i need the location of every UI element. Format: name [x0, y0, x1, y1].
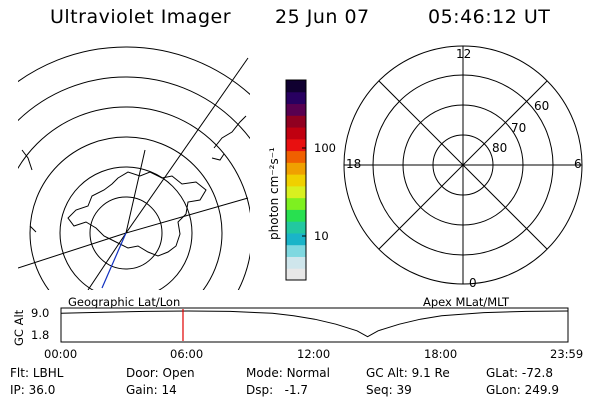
gcalt-label: GC Alt:: [366, 366, 408, 380]
xtick-label: 00:00: [44, 347, 78, 361]
glat-status: GLat: -72.8: [486, 366, 553, 380]
xtick-label: 18:00: [424, 347, 458, 361]
colorbar-segment: [286, 103, 306, 116]
mode-label: Mode:: [246, 366, 283, 380]
colorbar-unit-label: photon cm⁻²s⁻¹: [267, 147, 281, 240]
colorbar-segment: [286, 127, 306, 140]
glon-status: GLon: 249.9: [486, 383, 559, 397]
observation-date: 25 Jun 07: [275, 6, 370, 28]
filter-value: LBHL: [32, 366, 64, 380]
filter-status: Flt: LBHL: [10, 366, 63, 380]
coastline-fragment: [21, 149, 33, 171]
mlt-label-18: 18: [346, 157, 362, 171]
geo-lat-circle: [59, 166, 193, 290]
mlt-label-12: 12: [456, 47, 472, 61]
seq-status: Seq: 39: [366, 383, 412, 397]
colorbar-tick-100: 100: [314, 141, 336, 155]
ip-label: IP:: [10, 383, 25, 397]
glat-value: -72.8: [521, 366, 553, 380]
mode-status: Mode: Normal: [246, 366, 330, 380]
door-label: Door:: [126, 366, 159, 380]
door-status: Door: Open: [126, 366, 195, 380]
observation-time: 05:46:12 UT: [428, 6, 551, 28]
geo-meridian: [125, 57, 249, 234]
colorbar-segment: [286, 185, 306, 199]
ip-status: IP: 36.0: [10, 383, 55, 397]
coastline-antarctica: [67, 171, 207, 257]
colorbar-segment: [286, 150, 306, 163]
altitude-chart: [60, 307, 569, 343]
coastline-fragment: [213, 115, 247, 149]
colorbar-segment: [286, 209, 306, 222]
mlat-label-80: 80: [492, 141, 508, 155]
mlat-label-60: 60: [534, 99, 550, 113]
door-value: Open: [162, 366, 195, 380]
glon-label: GLon:: [486, 383, 521, 397]
mode-value: Normal: [286, 366, 330, 380]
gain-status: Gain: 14: [126, 383, 177, 397]
gcalt-value: 9.1 Re: [411, 366, 450, 380]
mlt-label-0: 0: [469, 276, 477, 290]
mlat-mlt-polar-grid: [343, 45, 583, 285]
altitude-ytick-bottom: 1.8: [31, 328, 50, 342]
geo-meridian: [18, 232, 127, 269]
geo-meridian: [125, 197, 249, 234]
colorbar-segment: [286, 174, 306, 187]
mlat-label-70: 70: [511, 121, 527, 135]
glon-value: 249.9: [524, 383, 559, 397]
geo-lat-circle: [18, 106, 250, 290]
xtick-label: 23:59: [550, 347, 584, 361]
colorbar: [285, 79, 307, 281]
gain-label: Gain:: [126, 383, 158, 397]
instrument-title: Ultraviolet Imager: [50, 6, 232, 28]
xtick-label: 12:00: [297, 347, 331, 361]
altitude-ytick-top: 9.0: [31, 306, 50, 320]
altitude-chart-frame: [60, 307, 569, 343]
dsp-label: Dsp:: [246, 383, 274, 397]
geo-meridian: [125, 149, 146, 234]
gain-value: 14: [161, 383, 177, 397]
colorbar-segment: [286, 197, 306, 210]
colorbar-tick-10: 10: [314, 229, 329, 243]
altitude-axis-label: GC Alt: [12, 309, 26, 346]
colorbar-segment: [286, 91, 306, 105]
colorbar-segment: [286, 221, 306, 234]
colorbar-segment: [286, 115, 306, 128]
filter-label: Flt:: [10, 366, 29, 380]
colorbar-segment: [286, 244, 306, 257]
geo-lat-circle: [18, 76, 250, 140]
geo-meridian: [87, 232, 127, 290]
dsp-status: Dsp: -1.7: [246, 383, 308, 397]
colorbar-segment: [286, 268, 306, 281]
apex-panel-label: Apex MLat/MLT: [423, 295, 510, 309]
altitude-series-line: [60, 310, 569, 338]
geo-lat-circle: [89, 196, 163, 270]
colorbar-segment: [286, 138, 306, 152]
satellite-track-line: [101, 232, 127, 289]
colorbar-segment: [286, 162, 306, 175]
geo-lat-circle: [29, 136, 223, 290]
dsp-value: -1.7: [284, 383, 309, 397]
colorbar-segment: [286, 256, 306, 269]
coastline-fragment: [211, 153, 225, 161]
ip-value: 36.0: [28, 383, 56, 397]
geographic-panel-label: Geographic Lat/Lon: [68, 295, 181, 309]
geo-lat-circle: [18, 46, 250, 96]
colorbar-segment: [286, 80, 306, 93]
mlt-diagonal: [378, 80, 548, 250]
gcalt-status: GC Alt: 9.1 Re: [366, 366, 450, 380]
seq-value: 39: [396, 383, 412, 397]
coastline-fragment: [29, 225, 37, 233]
xtick-label: 06:00: [170, 347, 204, 361]
colorbar-segment: [286, 232, 306, 246]
mlt-label-6: 6: [574, 157, 582, 171]
glat-label: GLat:: [486, 366, 519, 380]
seq-label: Seq:: [366, 383, 393, 397]
colorbar-frame: [285, 79, 307, 281]
geographic-map-panel: [18, 46, 250, 290]
